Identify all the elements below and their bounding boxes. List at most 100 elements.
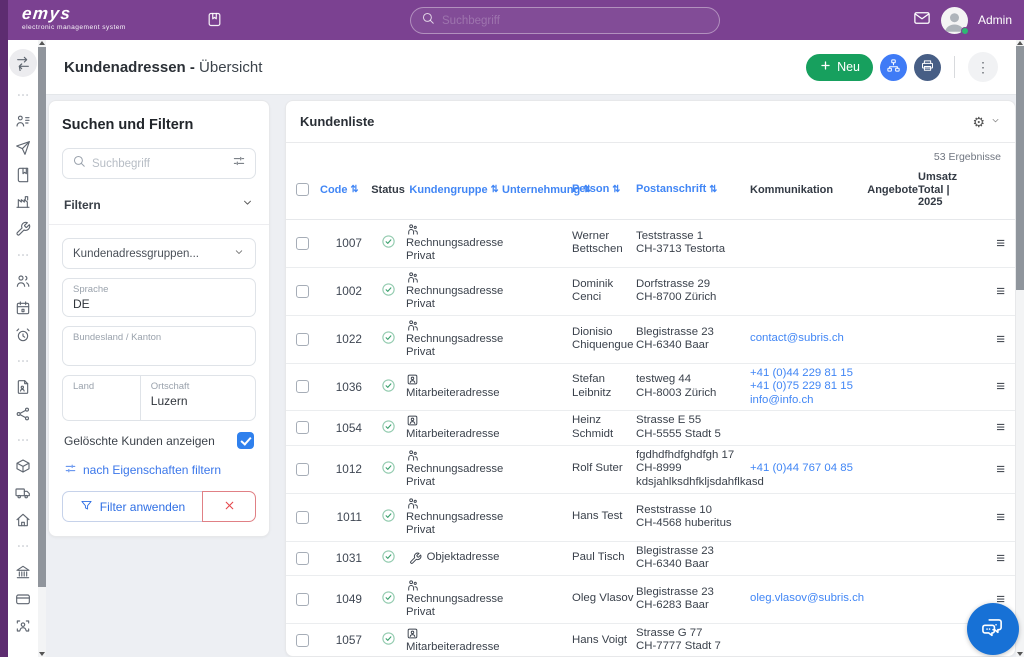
table-settings[interactable]: ⚙ <box>972 113 1001 131</box>
customer-group-select[interactable]: Kundenadressgruppen... <box>62 238 256 269</box>
sidebar-scrollbar-thumb[interactable] <box>38 47 46 587</box>
row-checkbox[interactable] <box>296 380 309 394</box>
bookmark-icon[interactable] <box>206 11 223 33</box>
app-logo[interactable]: emys electronic management system <box>21 4 126 31</box>
sidebar-item-ellipsis[interactable] <box>16 88 30 102</box>
global-search-input[interactable] <box>442 14 709 27</box>
scroll-down-arrow[interactable] <box>39 652 45 656</box>
row-menu-icon[interactable]: ≡ <box>996 508 1005 526</box>
sidebar-item-bank[interactable] <box>15 564 31 580</box>
column-header-postanschrift[interactable]: Postanschrift ⇅ <box>636 183 718 195</box>
sidebar-item-truck[interactable] <box>15 485 31 501</box>
sidebar-scrollbar[interactable] <box>38 40 46 657</box>
scroll-down-arrow[interactable] <box>1017 652 1023 656</box>
comm-link[interactable]: contact@subris.ch <box>750 332 844 345</box>
table-row[interactable]: 1036 Mitarbeiteradresse Stefan Leibnitz … <box>286 364 1015 411</box>
sidebar-item-wrench[interactable] <box>15 221 31 237</box>
table-row[interactable]: 1007 Rechnungsadresse Privat Werner Betts… <box>286 220 1015 268</box>
page-scrollbar-thumb[interactable] <box>1016 46 1024 290</box>
filtern-label: Filtern <box>64 198 101 212</box>
sidebar-item-factory[interactable] <box>15 194 31 210</box>
filter-search-box[interactable] <box>62 148 256 179</box>
row-menu-icon[interactable]: ≡ <box>996 460 1005 478</box>
column-header-code[interactable]: Code ⇅ <box>320 183 359 196</box>
table-row[interactable]: 1012 Rechnungsadresse Privat Rolf Suter f… <box>286 446 1015 494</box>
new-button[interactable]: Neu <box>806 53 873 81</box>
advanced-search-icon[interactable] <box>232 154 246 173</box>
row-checkbox[interactable] <box>296 462 309 476</box>
sidebar-item-contacts[interactable] <box>15 113 31 129</box>
sidebar-item-ellipsis[interactable] <box>16 354 30 368</box>
sidebar-item-package[interactable] <box>15 458 31 474</box>
row-checkbox[interactable] <box>296 284 309 298</box>
chat-button[interactable] <box>967 603 1019 655</box>
column-header-unternehmung[interactable]: Unternehmung ⇅ <box>502 183 592 196</box>
page-scrollbar[interactable] <box>1016 40 1024 657</box>
sidebar-item-calendar[interactable] <box>15 300 31 316</box>
table-row[interactable]: 1057 Mitarbeiteradresse Hans Voigt Stras… <box>286 624 1015 657</box>
row-checkbox[interactable] <box>296 551 309 565</box>
column-header-kundengruppe[interactable]: Kundengruppe ⇅ <box>409 183 499 196</box>
sidebar-item-share[interactable] <box>15 406 31 422</box>
comm-link[interactable]: oleg.vlasov@subris.ch <box>750 592 865 605</box>
filter-search-input[interactable] <box>92 157 226 170</box>
global-search-box[interactable] <box>410 7 720 34</box>
sidebar-item-home[interactable] <box>15 512 31 528</box>
properties-filter-link[interactable]: nach Eigenschaften filtern <box>64 462 254 478</box>
page-title: Kundenadressen - Übersicht <box>64 58 263 76</box>
sidebar-item-users[interactable] <box>15 273 31 289</box>
row-menu-icon[interactable]: ≡ <box>996 234 1005 252</box>
table-row[interactable]: 1011 Rechnungsadresse Privat Hans Test Re… <box>286 494 1015 542</box>
bundesland-field[interactable]: Bundesland / Kanton <box>62 326 256 366</box>
sidebar-item-ellipsis[interactable] <box>16 539 30 553</box>
row-checkbox[interactable] <box>296 592 309 606</box>
ortschaft-field[interactable]: Ortschaft Luzern <box>139 376 255 420</box>
row-menu-icon[interactable]: ≡ <box>996 549 1005 567</box>
table-row[interactable]: 1049 Rechnungsadresse Privat Oleg Vlasov … <box>286 576 1015 624</box>
land-field[interactable]: Land <box>73 381 95 392</box>
clear-filter-button[interactable] <box>202 491 256 522</box>
user-name[interactable]: Admin <box>977 13 1012 27</box>
comm-link[interactable]: info@info.ch <box>750 393 814 406</box>
filtern-toggle[interactable]: Filtern <box>64 196 254 214</box>
row-menu-icon[interactable]: ≡ <box>996 419 1005 437</box>
deleted-checkbox[interactable] <box>237 432 254 449</box>
table-row[interactable]: 1031 Objektadresse Paul Tisch Blegistras… <box>286 542 1015 576</box>
mail-icon[interactable] <box>913 9 931 32</box>
scroll-up-arrow[interactable] <box>39 41 45 45</box>
apply-filter-button[interactable]: Filter anwenden <box>62 491 203 522</box>
row-checkbox[interactable] <box>296 510 309 524</box>
sidebar-item-send[interactable] <box>15 140 31 156</box>
sidebar-item-book[interactable] <box>15 167 31 183</box>
sidebar-item-transfer[interactable] <box>9 49 37 77</box>
comm-link[interactable]: +41 (0)44 229 81 15 <box>750 366 853 379</box>
row-checkbox[interactable] <box>296 421 309 435</box>
user-avatar[interactable] <box>940 6 969 35</box>
sidebar-item-person-frame[interactable] <box>15 618 31 634</box>
sprache-field[interactable]: Sprache DE <box>62 278 256 317</box>
sidebar-item-ellipsis[interactable] <box>16 433 30 447</box>
customer-list-card: Kundenliste ⚙ 53 Ergebnisse Code ⇅ Status K… <box>285 100 1016 657</box>
row-menu-icon[interactable]: ≡ <box>996 378 1005 396</box>
table-row[interactable]: 1054 Mitarbeiteradresse Heinz Schmidt St… <box>286 411 1015 446</box>
scroll-up-arrow[interactable] <box>1017 41 1023 45</box>
comm-link[interactable]: +41 (0)44 767 04 85 <box>750 462 853 475</box>
row-menu-icon[interactable]: ≡ <box>996 590 1005 608</box>
share-button[interactable] <box>880 53 907 81</box>
select-all-checkbox[interactable] <box>296 183 309 197</box>
row-checkbox[interactable] <box>296 332 309 346</box>
more-options-button[interactable]: ⋮ <box>968 52 998 82</box>
row-menu-icon[interactable]: ≡ <box>996 282 1005 300</box>
column-header-person[interactable]: Person ⇅ <box>572 183 621 195</box>
sidebar-item-wallet[interactable] <box>15 591 31 607</box>
sidebar-item-alarm[interactable] <box>15 327 31 343</box>
table-row[interactable]: 1002 Rechnungsadresse Privat Dominik Cenc… <box>286 268 1015 316</box>
sidebar-item-document[interactable] <box>15 379 31 395</box>
table-row[interactable]: 1022 Rechnungsadresse Privat Dionisio Chi… <box>286 316 1015 364</box>
sidebar-item-ellipsis[interactable] <box>16 248 30 262</box>
row-menu-icon[interactable]: ≡ <box>996 330 1005 348</box>
print-button[interactable] <box>914 53 941 81</box>
comm-link[interactable]: +41 (0)75 229 81 15 <box>750 380 853 392</box>
row-checkbox[interactable] <box>296 633 309 647</box>
row-checkbox[interactable] <box>296 236 309 250</box>
